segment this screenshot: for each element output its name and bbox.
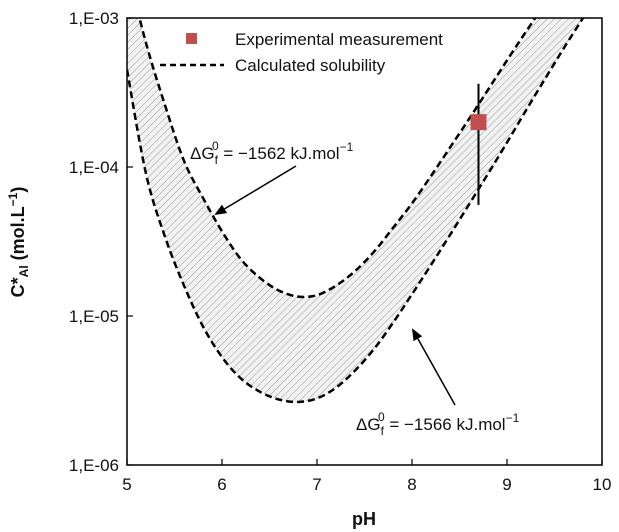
y-axis-title-sub: Al <box>17 265 31 277</box>
annotation-lower-arrow <box>412 328 456 406</box>
x-tick-label: 7 <box>312 475 321 494</box>
x-tick-label: 10 <box>593 475 612 494</box>
y-tick-label: 1,E-06 <box>69 456 119 475</box>
y-tick-label: 1,E-04 <box>69 158 119 177</box>
plot-frame <box>126 17 603 466</box>
annotation-lower: ΔGf0 = −1566 kJ.mol−1 <box>356 328 520 438</box>
y-axis-title-unit: (mol.L <box>8 206 28 265</box>
x-tick-label: 5 <box>122 475 131 494</box>
series-line-1566 <box>127 18 585 404</box>
annotation-lower-label: ΔGf0 = −1566 kJ.mol−1 <box>356 410 520 438</box>
x-tick-label: 9 <box>502 475 511 494</box>
y-axis-title: C*Al (mol.L−1) <box>6 187 31 298</box>
experimental-point <box>470 114 487 131</box>
y-axis-ticks: 1,E-03 1,E-04 1,E-05 1,E-06 <box>69 9 133 475</box>
legend: Experimental measurement Calculated solu… <box>160 30 443 75</box>
series-line-1562 <box>138 18 537 299</box>
y-axis-title-close: ) <box>8 187 28 193</box>
x-axis-ticks: 5 6 7 8 9 10 <box>122 459 611 494</box>
legend-marker-experimental <box>186 33 197 44</box>
y-axis-title-unit-sup: −1 <box>6 192 20 206</box>
annotation-upper-arrow <box>214 165 297 216</box>
series-layer <box>127 18 585 404</box>
solubility-band-area <box>127 18 583 402</box>
y-axis-title-main: C* <box>8 277 28 297</box>
annotation-upper-label: ΔGf0 = −1562 kJ.mol−1 <box>190 139 354 167</box>
experimental-point-layer <box>470 83 487 205</box>
legend-label-calculated: Calculated solubility <box>235 56 386 75</box>
x-tick-label: 6 <box>217 475 226 494</box>
x-axis-title: pH <box>352 509 376 529</box>
x-tick-label: 8 <box>407 475 416 494</box>
annotation-upper: ΔGf0 = −1562 kJ.mol−1 <box>190 139 354 216</box>
y-tick-label: 1,E-03 <box>69 9 119 28</box>
y-tick-label: 1,E-05 <box>69 307 119 326</box>
solubility-band <box>127 18 583 402</box>
legend-label-experimental: Experimental measurement <box>235 30 443 49</box>
